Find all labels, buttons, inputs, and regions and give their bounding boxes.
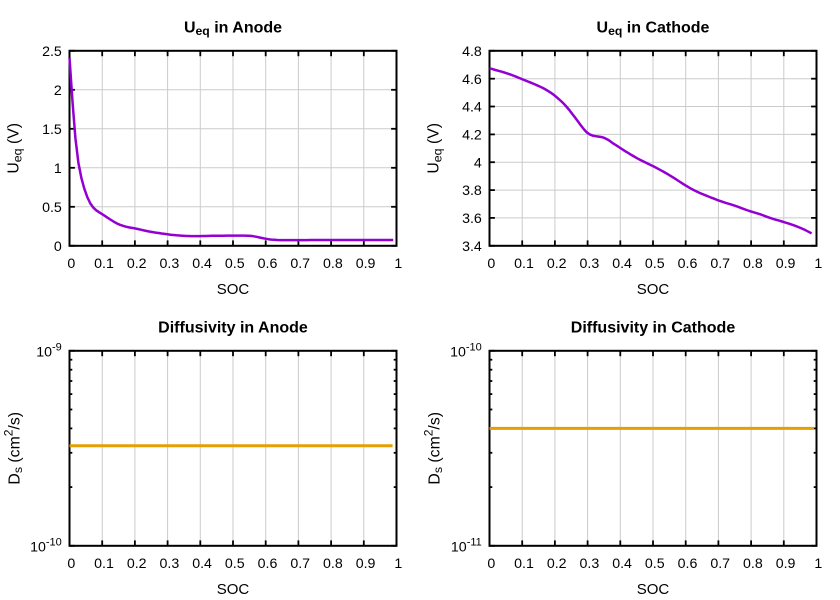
svg-text:0.7: 0.7 (710, 256, 730, 272)
svg-text:0.8: 0.8 (743, 556, 763, 572)
svg-text:SOC: SOC (637, 581, 670, 598)
svg-text:4.4: 4.4 (462, 100, 482, 116)
svg-text:0.8: 0.8 (323, 556, 343, 572)
svg-text:0.9: 0.9 (776, 256, 796, 272)
svg-text:0.2: 0.2 (127, 556, 147, 572)
svg-text:Ueq in Anode: Ueq in Anode (184, 20, 282, 38)
svg-text:4: 4 (474, 155, 482, 171)
svg-text:0: 0 (487, 556, 495, 572)
svg-text:0.6: 0.6 (678, 256, 698, 272)
svg-text:1.5: 1.5 (42, 122, 62, 138)
svg-text:Ds (cm2/s): Ds (cm2/s) (422, 412, 446, 485)
svg-text:0.2: 0.2 (127, 256, 147, 272)
svg-text:Diffusivity in Cathode: Diffusivity in Cathode (571, 320, 736, 337)
svg-text:0.9: 0.9 (776, 556, 796, 572)
svg-text:1: 1 (814, 256, 822, 272)
svg-text:0.4: 0.4 (612, 256, 632, 272)
svg-text:0.5: 0.5 (645, 256, 665, 272)
svg-text:0.7: 0.7 (290, 556, 310, 572)
svg-text:0.2: 0.2 (547, 256, 567, 272)
svg-text:SOC: SOC (217, 581, 250, 598)
svg-text:3.4: 3.4 (462, 239, 482, 255)
svg-text:0.5: 0.5 (225, 556, 245, 572)
svg-text:0.5: 0.5 (645, 556, 665, 572)
svg-text:0.6: 0.6 (678, 556, 698, 572)
svg-text:0.3: 0.3 (580, 556, 600, 572)
svg-text:0: 0 (54, 239, 62, 255)
svg-text:0.8: 0.8 (323, 256, 343, 272)
svg-text:0.5: 0.5 (42, 200, 62, 216)
svg-text:0.7: 0.7 (710, 556, 730, 572)
svg-text:0.4: 0.4 (192, 256, 212, 272)
svg-text:0.4: 0.4 (612, 556, 632, 572)
svg-text:Ueq in Cathode: Ueq in Cathode (597, 20, 710, 38)
svg-text:4.2: 4.2 (462, 128, 482, 144)
svg-text:0: 0 (487, 256, 495, 272)
svg-text:SOC: SOC (217, 281, 250, 298)
svg-text:1: 1 (54, 161, 62, 177)
svg-text:0.1: 0.1 (514, 256, 534, 272)
svg-text:Ueq (V): Ueq (V) (6, 123, 25, 174)
svg-text:4.6: 4.6 (462, 72, 482, 88)
svg-text:0.6: 0.6 (258, 256, 278, 272)
svg-text:0.9: 0.9 (356, 556, 376, 572)
svg-text:0.3: 0.3 (580, 256, 600, 272)
svg-text:0.1: 0.1 (94, 256, 114, 272)
svg-text:0.3: 0.3 (160, 256, 180, 272)
svg-text:0.8: 0.8 (743, 256, 763, 272)
svg-text:4.8: 4.8 (462, 44, 482, 60)
svg-text:0.2: 0.2 (547, 556, 567, 572)
svg-text:1: 1 (394, 256, 402, 272)
svg-text:0: 0 (67, 556, 75, 572)
svg-text:0.1: 0.1 (514, 556, 534, 572)
svg-text:0.1: 0.1 (94, 556, 114, 572)
svg-text:2: 2 (54, 83, 62, 99)
svg-text:Diffusivity in Anode: Diffusivity in Anode (158, 320, 308, 337)
svg-text:0.5: 0.5 (225, 256, 245, 272)
svg-text:SOC: SOC (637, 281, 670, 298)
svg-text:Ueq (V): Ueq (V) (426, 123, 445, 174)
svg-text:0.7: 0.7 (290, 256, 310, 272)
svg-text:0.9: 0.9 (356, 256, 376, 272)
svg-text:Ds (cm2/s): Ds (cm2/s) (2, 412, 26, 485)
svg-text:0.4: 0.4 (192, 556, 212, 572)
svg-text:0: 0 (67, 256, 75, 272)
svg-text:0.3: 0.3 (160, 556, 180, 572)
svg-text:0.6: 0.6 (258, 556, 278, 572)
svg-text:3.8: 3.8 (462, 183, 482, 199)
svg-text:3.6: 3.6 (462, 211, 482, 227)
svg-text:1: 1 (814, 556, 822, 572)
svg-text:1: 1 (394, 556, 402, 572)
svg-text:2.5: 2.5 (42, 44, 62, 60)
